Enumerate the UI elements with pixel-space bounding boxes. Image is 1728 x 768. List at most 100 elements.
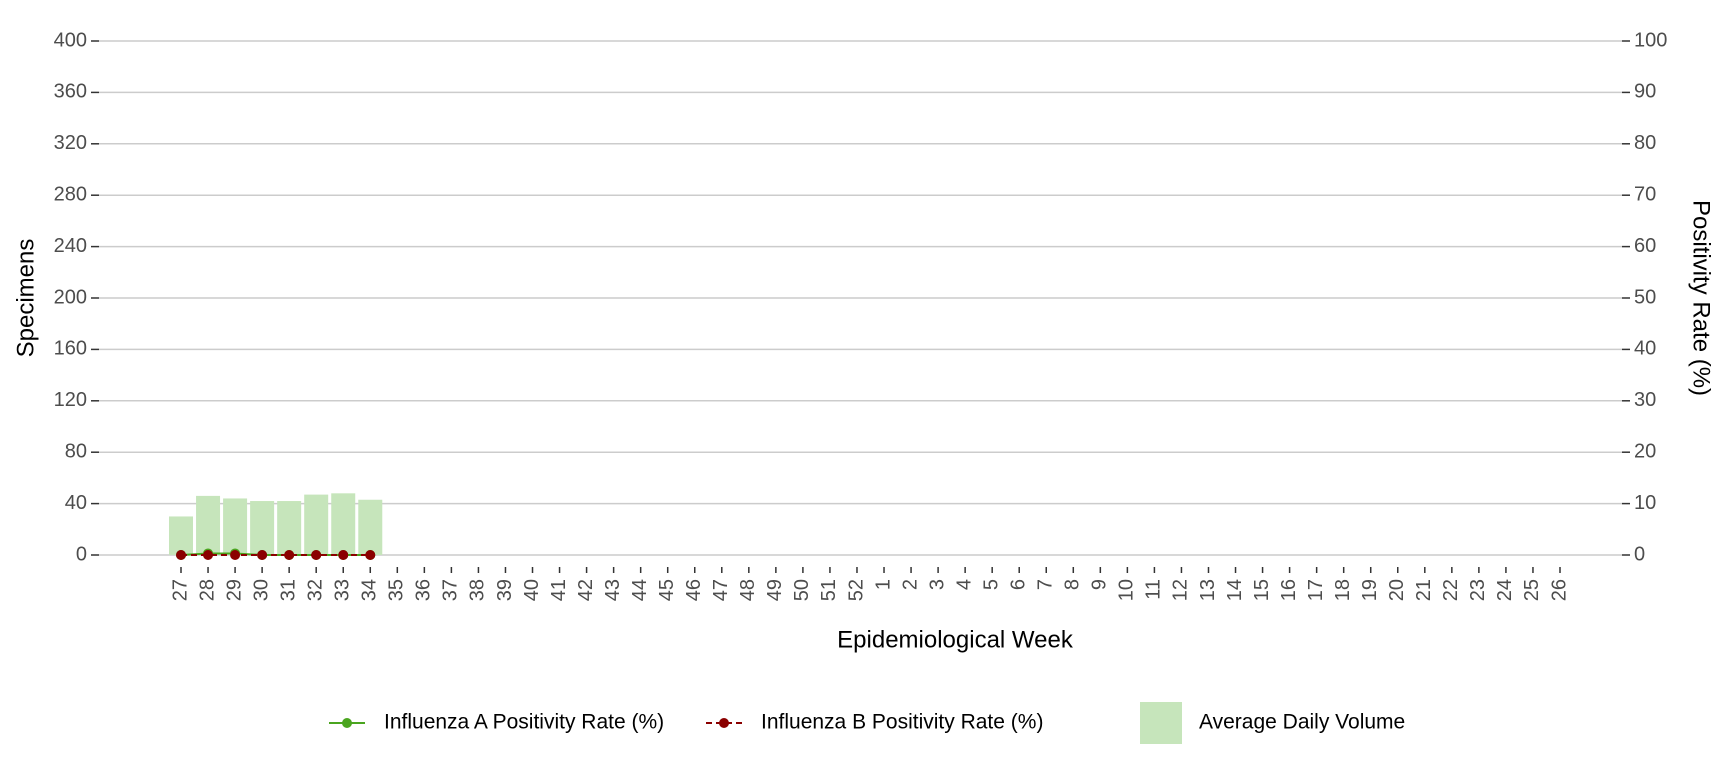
x-tick-label: 8 <box>1062 579 1084 590</box>
x-tick-label: 39 <box>494 579 516 601</box>
x-tick-label: 14 <box>1224 579 1246 601</box>
x-tick-label: 31 <box>277 579 299 601</box>
x-tick-label: 10 <box>1116 579 1138 601</box>
y2-tick-label: 90 <box>1634 81 1656 103</box>
x-tick-label: 37 <box>440 579 462 601</box>
x-tick-label: 24 <box>1494 579 1516 601</box>
y-tick-label: 360 <box>54 81 87 103</box>
x-tick-label: 20 <box>1386 579 1408 601</box>
x-tick-label: 19 <box>1359 579 1381 601</box>
x-tick-label: 9 <box>1089 579 1111 590</box>
y2-tick-label: 40 <box>1634 338 1656 360</box>
y-tick-label: 320 <box>54 132 87 154</box>
y-tick-label: 0 <box>76 543 87 565</box>
point <box>365 550 376 560</box>
x-tick-label: 47 <box>710 579 732 601</box>
y-axis-title: Specimens <box>12 239 39 358</box>
x-tick-label: 7 <box>1035 579 1057 590</box>
bar <box>331 493 356 555</box>
y2-tick-label: 10 <box>1634 492 1656 514</box>
x-tick-label: 45 <box>656 579 678 601</box>
x-tick-label: 43 <box>602 579 624 601</box>
y-tick-label: 400 <box>54 29 87 51</box>
x-tick-label: 34 <box>359 579 381 601</box>
x-tick-label: 12 <box>1170 579 1192 601</box>
bar <box>196 495 221 555</box>
y-tick-label: 120 <box>54 389 87 411</box>
legend-label: Average Daily Volume <box>1199 711 1405 734</box>
bar <box>304 494 329 555</box>
point <box>284 550 295 560</box>
point <box>311 550 322 560</box>
x-tick-label: 42 <box>575 579 597 601</box>
point <box>203 550 214 560</box>
legend-label: Influenza B Positivity Rate (%) <box>761 711 1043 734</box>
y2-tick-label: 20 <box>1634 440 1656 462</box>
x-tick-label: 2 <box>899 579 921 590</box>
y-tick-label: 80 <box>65 440 87 462</box>
bar <box>169 516 193 555</box>
x-tick-label: 3 <box>926 579 948 590</box>
y-tick-label: 160 <box>54 338 87 360</box>
y-tick-label: 240 <box>54 235 87 257</box>
y-tick-label: 200 <box>54 286 87 308</box>
x-tick-label: 15 <box>1251 579 1273 601</box>
x-tick-label: 11 <box>1143 579 1165 600</box>
x-tick-label: 33 <box>332 579 354 601</box>
x-tick-label: 22 <box>1440 579 1462 601</box>
point <box>338 550 349 560</box>
x-tick-label: 51 <box>818 579 840 601</box>
bar <box>223 498 248 555</box>
legend-swatch <box>1140 702 1182 744</box>
y2-tick-label: 80 <box>1634 132 1656 154</box>
y2-tick-label: 100 <box>1634 29 1667 51</box>
x-tick-label: 41 <box>548 579 570 601</box>
y2-tick-label: 50 <box>1634 286 1656 308</box>
x-tick-label: 48 <box>737 579 759 601</box>
x-tick-label: 23 <box>1467 579 1489 601</box>
x-tick-label: 28 <box>196 579 218 601</box>
x-tick-label: 4 <box>953 579 975 590</box>
x-tick-label: 36 <box>413 579 435 601</box>
x-tick-label: 17 <box>1305 579 1327 601</box>
x-tick-label: 16 <box>1278 579 1300 601</box>
x-tick-label: 21 <box>1413 579 1435 601</box>
bar <box>358 499 383 555</box>
bar <box>250 501 275 555</box>
x-tick-label: 30 <box>250 579 272 601</box>
x-tick-label: 32 <box>304 579 326 601</box>
x-tick-label: 52 <box>845 579 867 601</box>
x-tick-label: 49 <box>764 579 786 601</box>
point <box>257 550 268 560</box>
y2-tick-label: 70 <box>1634 183 1656 205</box>
y2-tick-label: 0 <box>1634 543 1645 565</box>
x-tick-label: 46 <box>683 579 705 601</box>
x-tick-label: 6 <box>1007 579 1029 590</box>
x-tick-label: 5 <box>980 579 1002 590</box>
x-tick-label: 1 <box>872 579 894 590</box>
y2-tick-label: 30 <box>1634 389 1656 411</box>
x-tick-label: 25 <box>1521 579 1543 601</box>
x-tick-label: 38 <box>467 579 489 601</box>
bar <box>277 501 302 555</box>
y2-tick-label: 60 <box>1634 235 1656 257</box>
y2-axis-title: Positivity Rate (%) <box>1688 200 1715 396</box>
legend-label: Influenza A Positivity Rate (%) <box>384 711 664 734</box>
x-tick-label: 27 <box>169 579 191 601</box>
y-tick-label: 280 <box>54 183 87 205</box>
point <box>230 550 241 560</box>
legend-swatch <box>719 718 729 728</box>
x-tick-label: 40 <box>521 579 543 601</box>
point <box>176 550 186 560</box>
x-tick-label: 18 <box>1332 579 1354 601</box>
x-tick-label: 50 <box>791 579 813 601</box>
y-tick-label: 40 <box>65 492 87 514</box>
x-tick-label: 26 <box>1548 579 1570 601</box>
x-tick-label: 13 <box>1197 579 1219 601</box>
x-axis-title: Epidemiological Week <box>837 626 1074 653</box>
x-tick-label: 44 <box>629 579 651 601</box>
legend-swatch <box>342 718 352 728</box>
x-tick-label: 29 <box>223 579 245 601</box>
x-tick-label: 35 <box>386 579 408 601</box>
